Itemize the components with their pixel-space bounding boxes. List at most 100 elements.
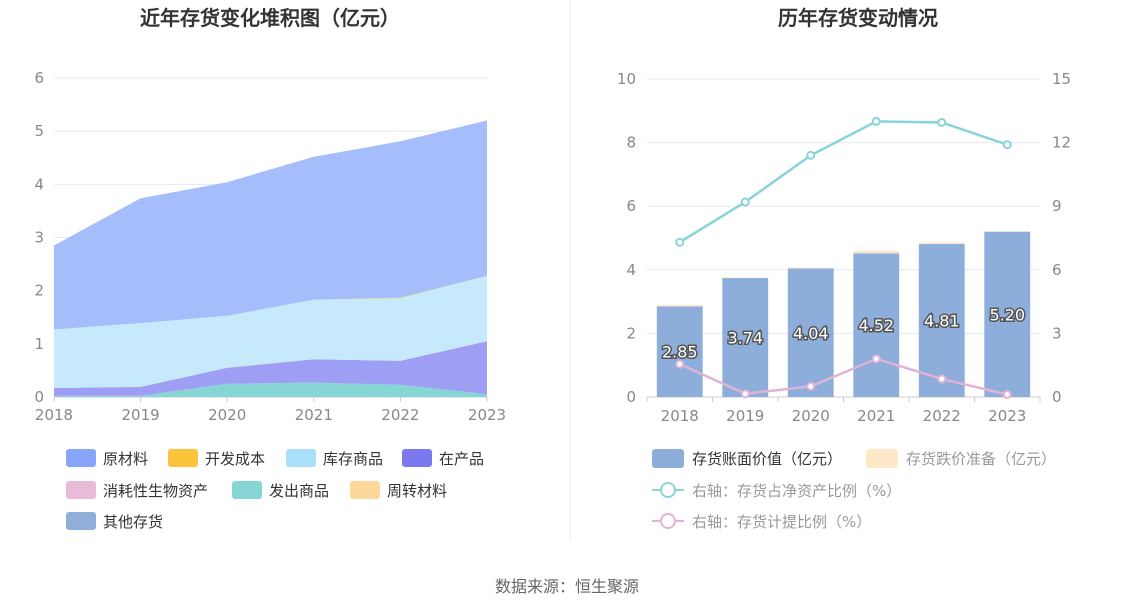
right-x-axis: 2018 2019 2020 2021 2022 2023 bbox=[646, 397, 1041, 425]
left-x-tick-label: 2018 bbox=[35, 406, 73, 424]
legend-swatch bbox=[866, 449, 898, 468]
left-y-tick-label: 5 bbox=[34, 122, 44, 140]
bar-impairment bbox=[787, 267, 834, 269]
legend-label: 存货跌价准备（亿元） bbox=[906, 450, 1056, 468]
left-axis-tick-label: 0 bbox=[626, 388, 636, 406]
area-series-发出商品 bbox=[54, 382, 487, 397]
line-point bbox=[871, 116, 881, 126]
legend-swatch bbox=[286, 449, 316, 467]
legend-swatch bbox=[66, 449, 96, 467]
left-y-axis: 0 1 2 3 4 5 6 bbox=[34, 69, 44, 406]
right-axis-tick-label: 0 bbox=[1052, 388, 1062, 406]
line-point bbox=[806, 150, 816, 160]
line-point bbox=[937, 374, 947, 384]
left-x-tick-label: 2020 bbox=[208, 406, 246, 424]
bar-line-chart: 历年存货变动情况 2.85 3.74 4.04 4.52 4.81 5.20 0 2 4 6 8 1… bbox=[617, 6, 1071, 531]
left-y-tick-label: 4 bbox=[34, 175, 44, 193]
bar-impairment bbox=[853, 250, 900, 254]
line-point bbox=[806, 381, 816, 391]
right-axis-tick-label: 15 bbox=[1052, 70, 1071, 88]
legend-label: 开发成本 bbox=[205, 450, 265, 468]
legend-line-marker bbox=[660, 513, 676, 529]
legend-label: 原材料 bbox=[103, 450, 148, 468]
bar-value-label: 4.52 bbox=[858, 316, 894, 335]
legend-label: 其他存货 bbox=[103, 513, 163, 531]
bar-value-label: 2.85 bbox=[662, 343, 698, 362]
legend-swatch bbox=[66, 512, 96, 530]
left-y-tick-label: 3 bbox=[34, 229, 44, 247]
right-bar-series bbox=[656, 231, 1031, 397]
area-series-库存商品 bbox=[54, 275, 487, 388]
legend-swatch bbox=[168, 449, 198, 467]
line-series bbox=[679, 120, 1008, 244]
line-point bbox=[740, 197, 750, 207]
legend-label: 消耗性生物资产 bbox=[103, 482, 208, 500]
area-series-原材料 bbox=[54, 120, 487, 330]
legend-swatch bbox=[350, 481, 380, 499]
bar-book-value bbox=[853, 253, 900, 397]
bar-book-value bbox=[984, 231, 1031, 397]
line-point bbox=[675, 359, 685, 369]
right-legend: 存货账面价值（亿元） 存货跌价准备（亿元） 右轴：存货占净资产比例（%） 右轴：存货计… bbox=[652, 449, 1056, 531]
left-axis-tick-label: 6 bbox=[626, 197, 636, 215]
bar-value-label: 4.81 bbox=[924, 312, 960, 331]
legend-line-marker bbox=[660, 482, 676, 498]
right-axis-tick-label: 6 bbox=[1052, 261, 1062, 279]
bar-impairment bbox=[656, 304, 703, 307]
left-axis-tick-label: 8 bbox=[626, 134, 636, 152]
right-x-tick-label: 2023 bbox=[988, 407, 1026, 425]
right-x-tick-label: 2019 bbox=[726, 407, 764, 425]
left-x-tick-label: 2019 bbox=[122, 406, 160, 424]
right-x-tick-label: 2021 bbox=[857, 407, 895, 425]
bar-book-value bbox=[918, 244, 965, 397]
bar-value-label: 5.20 bbox=[989, 305, 1025, 324]
legend-label: 右轴：存货占净资产比例（%） bbox=[692, 482, 901, 500]
right-axis-tick-label: 9 bbox=[1052, 197, 1062, 215]
legend-label: 右轴：存货计提比例（%） bbox=[692, 513, 871, 531]
line-series bbox=[679, 357, 1008, 396]
data-source: 数据来源：恒生聚源 bbox=[495, 577, 639, 596]
right-left-y-axis: 0 2 4 6 8 10 bbox=[617, 70, 636, 406]
left-y-tick-label: 1 bbox=[34, 335, 44, 353]
right-axis-tick-label: 12 bbox=[1052, 134, 1071, 152]
bar-book-value bbox=[656, 306, 703, 397]
left-x-tick-label: 2021 bbox=[295, 406, 333, 424]
left-x-axis: 2018 2019 2020 2021 2022 2023 bbox=[35, 397, 506, 424]
left-x-tick-label: 2022 bbox=[381, 406, 419, 424]
right-x-tick-label: 2020 bbox=[792, 407, 830, 425]
legend-label: 发出商品 bbox=[269, 482, 329, 500]
left-y-tick-label: 6 bbox=[34, 69, 44, 87]
right-bar-labels: 2.85 3.74 4.04 4.52 4.81 5.20 bbox=[660, 304, 1026, 363]
line-point bbox=[740, 389, 750, 399]
area-series-在产品 bbox=[54, 341, 487, 396]
legend-swatch bbox=[652, 449, 684, 468]
right-axis-tick-label: 3 bbox=[1052, 324, 1062, 342]
legend-label: 库存商品 bbox=[323, 450, 383, 468]
legend-label: 周转材料 bbox=[387, 482, 447, 500]
left-axis-tick-label: 2 bbox=[626, 324, 636, 342]
bar-book-value bbox=[787, 268, 834, 397]
left-y-tick-label: 2 bbox=[34, 282, 44, 300]
right-gridlines bbox=[647, 78, 1040, 398]
right-line-series bbox=[675, 116, 1012, 399]
line-point bbox=[871, 354, 881, 364]
bar-value-label: 4.04 bbox=[793, 324, 829, 343]
right-chart-title: 历年存货变动情况 bbox=[778, 6, 938, 30]
bar-impairment bbox=[918, 242, 965, 245]
bar-impairment bbox=[722, 277, 769, 279]
left-axis-tick-label: 4 bbox=[626, 261, 636, 279]
left-chart-title: 近年存货变化堆积图（亿元） bbox=[140, 6, 400, 30]
line-point bbox=[1002, 389, 1012, 399]
left-y-tick-label: 0 bbox=[34, 388, 44, 406]
bar-book-value bbox=[722, 278, 769, 397]
line-point bbox=[937, 117, 947, 127]
right-x-tick-label: 2022 bbox=[923, 407, 961, 425]
legend-label: 在产品 bbox=[439, 450, 484, 468]
left-x-tick-label: 2023 bbox=[468, 406, 506, 424]
line-point bbox=[675, 237, 685, 247]
bar-value-label: 3.74 bbox=[727, 329, 763, 348]
left-axis-tick-label: 10 bbox=[617, 70, 636, 88]
